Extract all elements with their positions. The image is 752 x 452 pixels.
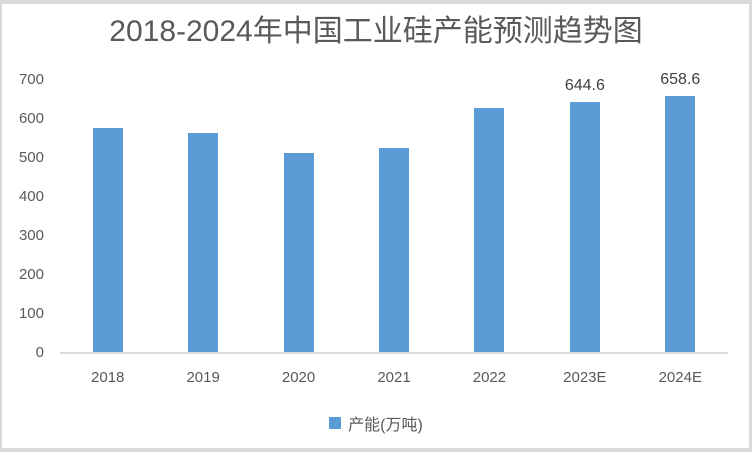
data-label: 644.6 bbox=[564, 76, 605, 94]
x-tick-label: 2021 bbox=[377, 369, 411, 386]
bar bbox=[665, 96, 696, 353]
y-tick-label: 400 bbox=[18, 188, 44, 205]
x-axis-line bbox=[60, 352, 728, 354]
bar bbox=[474, 108, 505, 353]
bar bbox=[379, 148, 409, 353]
bar bbox=[188, 133, 219, 353]
y-tick-label: 200 bbox=[18, 266, 44, 283]
x-tick-label: 2022 bbox=[472, 369, 507, 386]
bar bbox=[283, 152, 314, 353]
y-tick-label: 0 bbox=[35, 344, 44, 361]
legend-marker-icon bbox=[329, 417, 342, 429]
legend: 产能(万吨) bbox=[0, 411, 752, 435]
y-tick-label: 300 bbox=[18, 227, 44, 244]
x-tick-label: 2018 bbox=[91, 369, 125, 386]
bar bbox=[92, 128, 123, 353]
x-tick-label: 2019 bbox=[186, 369, 220, 386]
legend-label: 产能(万吨) bbox=[348, 417, 423, 434]
y-tick-label: 700 bbox=[18, 71, 44, 88]
x-tick-label: 2024E bbox=[658, 369, 702, 386]
x-tick-label: 2020 bbox=[281, 369, 316, 386]
chart-title: 2018-2024年中国工业硅产能预测趋势图 bbox=[109, 15, 643, 48]
data-label: 658.6 bbox=[660, 71, 701, 89]
y-tick-label: 500 bbox=[18, 149, 44, 166]
bar bbox=[569, 101, 600, 353]
y-tick-label: 100 bbox=[18, 305, 44, 322]
x-tick-label: 2023E bbox=[563, 369, 607, 386]
y-tick-label: 600 bbox=[18, 110, 44, 127]
